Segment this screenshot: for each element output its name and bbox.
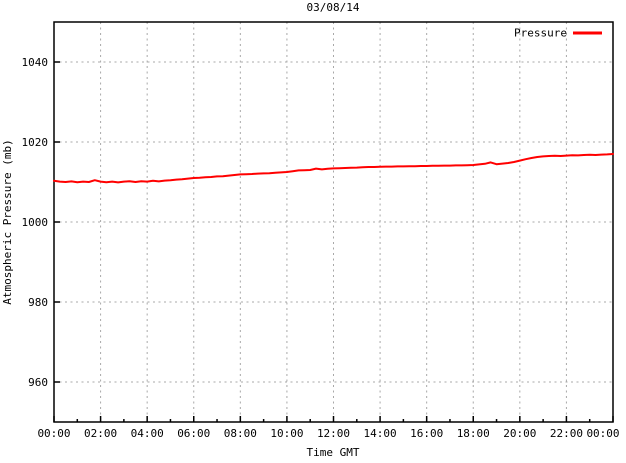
y-tick-label: 1020 <box>22 136 49 149</box>
grid-lines <box>54 22 613 422</box>
y-tick-labels: 960 980 1000 1020 1040 <box>22 56 49 389</box>
x-tick-labels: 00:00 02:00 04:00 06:00 08:00 10:00 12:00 14:00… <box>37 427 619 440</box>
x-tick-label: 22:00 <box>550 427 583 440</box>
x-tick-label: 04:00 <box>131 427 164 440</box>
y-axis-label: Atmospheric Pressure (mb) <box>1 139 14 305</box>
x-tick-label: 14:00 <box>364 427 397 440</box>
x-tick-label: 10:00 <box>270 427 303 440</box>
y-tick-label: 1040 <box>22 56 49 69</box>
x-tick-label: 18:00 <box>457 427 490 440</box>
x-tick-label: 06:00 <box>177 427 210 440</box>
y-tick-label: 980 <box>28 296 48 309</box>
x-tick-label: 02:00 <box>84 427 117 440</box>
x-tick-label: 00:00 <box>586 427 619 440</box>
legend-label-pressure: Pressure <box>514 27 567 40</box>
x-tick-label: 12:00 <box>317 427 350 440</box>
y-tick-label: 960 <box>28 376 48 389</box>
pressure-series-line <box>53 153 614 184</box>
legend: Pressure <box>514 27 602 40</box>
x-tick-label: 16:00 <box>410 427 443 440</box>
y-tick-label: 1000 <box>22 216 49 229</box>
chart-title: 03/08/14 <box>307 1 360 14</box>
axis-ticks <box>53 61 614 422</box>
x-tick-label: 00:00 <box>37 427 70 440</box>
x-tick-label: 20:00 <box>503 427 536 440</box>
series-group <box>53 153 614 184</box>
x-axis-label: Time GMT <box>307 446 360 459</box>
x-tick-label: 08:00 <box>224 427 257 440</box>
